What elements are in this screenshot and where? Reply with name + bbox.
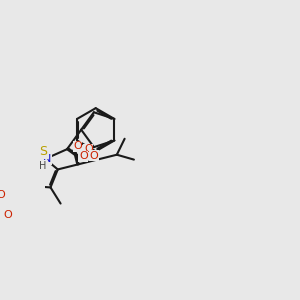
Text: O: O: [0, 190, 5, 200]
Text: O: O: [89, 151, 98, 160]
Text: H: H: [40, 160, 47, 171]
Text: O: O: [79, 152, 88, 161]
Text: S: S: [39, 146, 47, 158]
Text: O: O: [4, 210, 13, 220]
Text: N: N: [43, 154, 52, 164]
Text: O: O: [73, 141, 82, 152]
Text: O: O: [84, 144, 93, 154]
